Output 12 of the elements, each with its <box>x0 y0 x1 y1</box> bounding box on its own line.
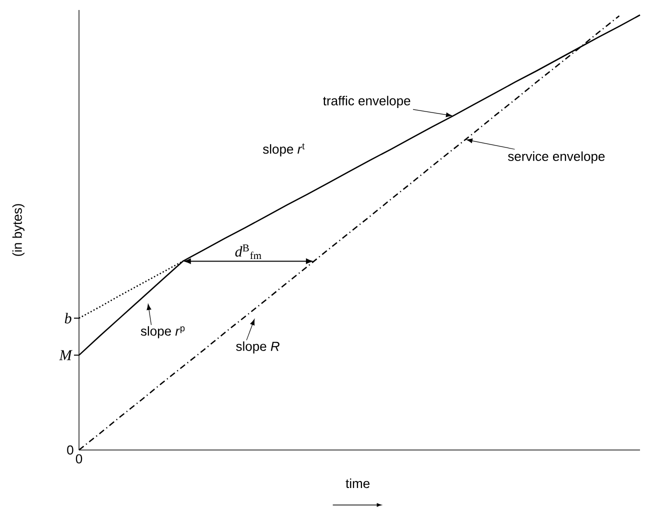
text: traffic envelope <box>323 96 410 108</box>
text: 0 <box>67 445 74 455</box>
x-axis-title: time <box>346 478 370 488</box>
annotation: d$^{B}$fm <box>235 244 262 260</box>
y-axis-title: (in bytes) <box>12 204 24 256</box>
annotation: slope r$^{t}$ <box>262 143 305 156</box>
annotation: slope r$^{p}$ <box>140 326 185 338</box>
text: b <box>64 312 72 324</box>
text: service envelope <box>508 151 605 164</box>
text: M <box>59 350 72 360</box>
text: 0 <box>76 454 82 464</box>
annotation: slope R <box>236 341 280 354</box>
